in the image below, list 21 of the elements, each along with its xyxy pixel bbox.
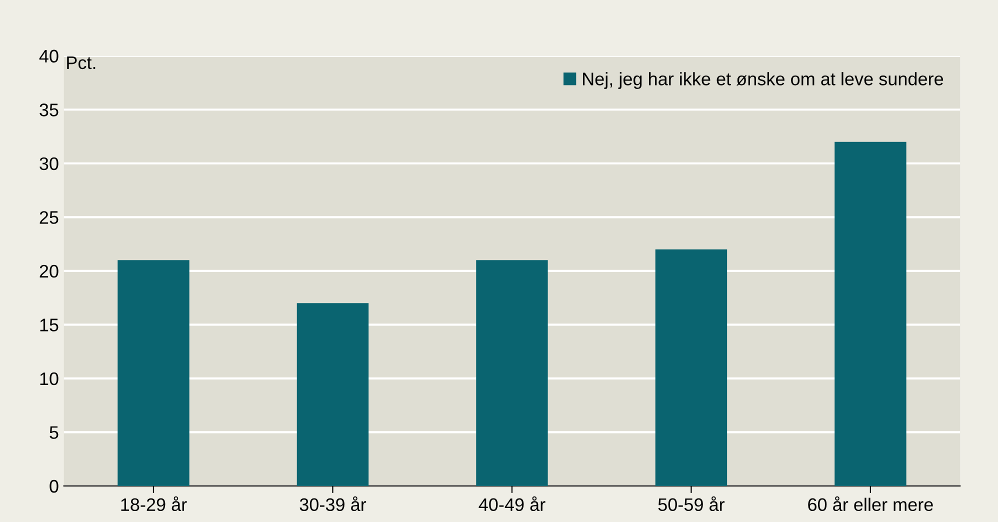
legend-label: Nej, jeg har ikke et ønske om at leve sundere	[583, 72, 944, 89]
bar	[476, 260, 548, 486]
bar	[655, 249, 728, 486]
x-tick-label: 18-29 år	[121, 496, 187, 512]
y-tick-label: 30	[40, 157, 58, 170]
y-tick-label: 15	[40, 318, 58, 332]
y-tick-label: 20	[40, 264, 58, 278]
y-axis-title: Pct.	[67, 56, 96, 70]
y-tick-label: 35	[40, 104, 58, 116]
bar	[296, 303, 369, 486]
bar	[834, 142, 906, 486]
x-tick-label: 60 år eller mere	[808, 496, 933, 512]
x-tick-label: 40-49 år	[478, 496, 546, 512]
y-tick-label: 10	[40, 372, 58, 386]
y-tick-label: 25	[40, 211, 58, 224]
x-tick-label: 30-39 år	[300, 496, 366, 512]
y-tick-label: 0	[50, 480, 58, 493]
bar	[118, 260, 190, 486]
x-tick-label: 50-59 år	[658, 496, 725, 512]
y-tick-label: 40	[39, 50, 58, 63]
y-tick-label: 5	[50, 426, 58, 439]
